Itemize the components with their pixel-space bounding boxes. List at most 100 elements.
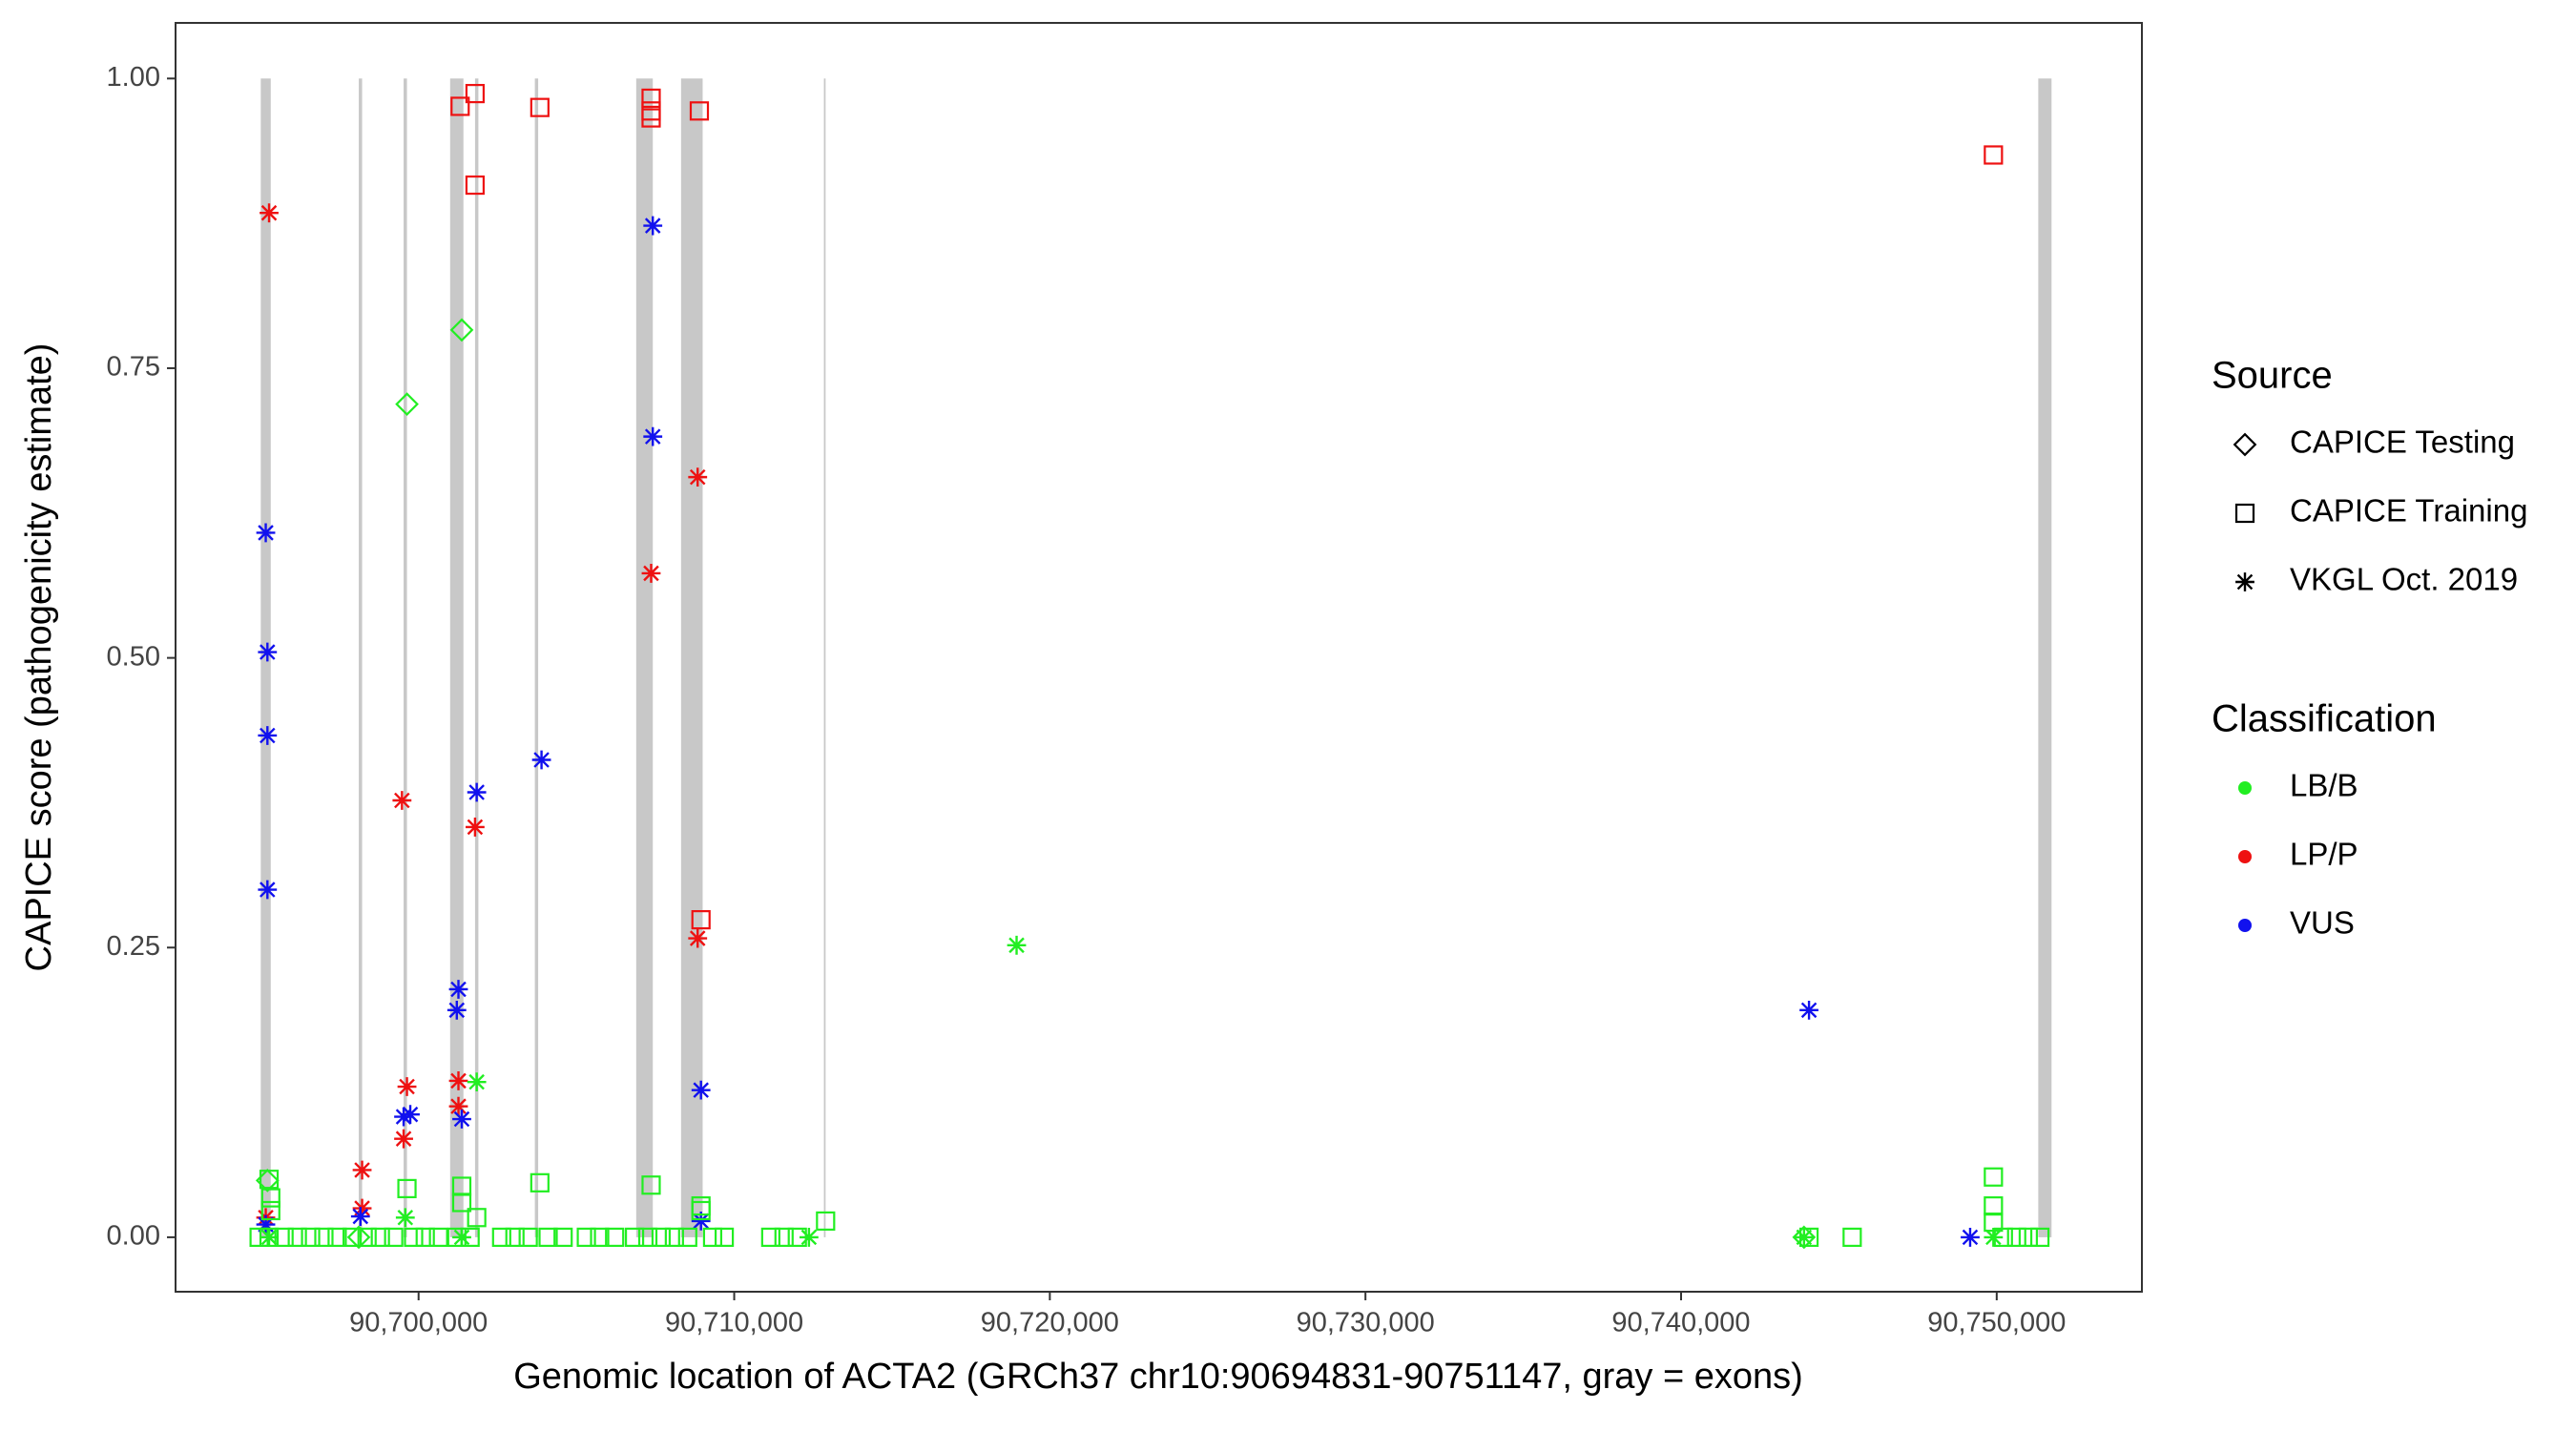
exon-band bbox=[404, 78, 407, 1237]
point-square bbox=[714, 1227, 735, 1248]
legend-key bbox=[2238, 850, 2252, 863]
point-square bbox=[451, 1192, 472, 1213]
point-star bbox=[260, 1228, 279, 1247]
point-square bbox=[2018, 1227, 2039, 1248]
point-square bbox=[1984, 1213, 2004, 1233]
point-square bbox=[2234, 503, 2255, 524]
point-square bbox=[260, 1188, 280, 1208]
x-tick-label: 90,750,000 bbox=[1927, 1308, 2066, 1338]
x-tick-label: 90,730,000 bbox=[1297, 1308, 1435, 1338]
point-square bbox=[774, 1227, 794, 1248]
point-square bbox=[677, 1227, 697, 1248]
point-star bbox=[256, 1214, 276, 1234]
point-star bbox=[643, 216, 663, 236]
point-square bbox=[2006, 1227, 2026, 1248]
point-square bbox=[1798, 1227, 1819, 1248]
exon-band bbox=[823, 78, 826, 1237]
point-star bbox=[1007, 935, 1027, 955]
point-star bbox=[643, 426, 663, 446]
point-square bbox=[460, 1227, 480, 1248]
point-square bbox=[590, 1227, 610, 1248]
point-star bbox=[350, 1207, 370, 1226]
point-diamond bbox=[395, 392, 419, 416]
point-star bbox=[1794, 1228, 1814, 1247]
legend-label: CAPICE Training bbox=[2290, 493, 2527, 529]
point-square bbox=[691, 910, 711, 930]
point-square bbox=[357, 1227, 377, 1248]
point-square bbox=[384, 1227, 404, 1248]
x-tick-label: 90,700,000 bbox=[349, 1308, 488, 1338]
point-square bbox=[553, 1227, 573, 1248]
point-square bbox=[404, 1227, 424, 1248]
legend-label: LB/B bbox=[2290, 768, 2358, 803]
point-square bbox=[465, 175, 486, 196]
point-star bbox=[394, 1107, 413, 1127]
point-square bbox=[1842, 1227, 1862, 1248]
point-star bbox=[691, 1212, 711, 1231]
legend-key bbox=[2238, 781, 2252, 795]
point-star bbox=[467, 1072, 487, 1092]
y-tick-label: 0.75 bbox=[107, 352, 160, 383]
point-square bbox=[624, 1227, 645, 1248]
legend-label: VUS bbox=[2290, 905, 2355, 941]
point-star bbox=[2235, 572, 2254, 591]
point-star bbox=[1961, 1228, 1980, 1247]
point-square bbox=[428, 1227, 448, 1248]
point-square bbox=[530, 1172, 550, 1192]
point-star bbox=[799, 1228, 819, 1247]
point-star bbox=[256, 523, 276, 543]
y-axis-title: CAPICE score (pathogenicity estimate) bbox=[19, 343, 59, 972]
point-square bbox=[260, 1200, 280, 1221]
point-star bbox=[397, 1077, 417, 1096]
point-star bbox=[1799, 1000, 1818, 1020]
point-square bbox=[641, 1175, 661, 1195]
point-square bbox=[641, 88, 661, 109]
point-square bbox=[691, 1200, 711, 1221]
point-square bbox=[664, 1227, 684, 1248]
point-star bbox=[448, 1071, 468, 1090]
point-square bbox=[274, 1227, 294, 1248]
point-square bbox=[538, 1227, 558, 1248]
legend-key bbox=[2238, 919, 2252, 932]
point-square bbox=[637, 1227, 658, 1248]
point-star bbox=[688, 467, 708, 487]
point-star bbox=[691, 1080, 711, 1100]
point-star bbox=[452, 1110, 471, 1129]
x-tick-label: 90,710,000 bbox=[665, 1308, 803, 1338]
point-square bbox=[816, 1211, 836, 1232]
x-tick-label: 90,720,000 bbox=[981, 1308, 1119, 1338]
point-star bbox=[467, 782, 487, 802]
exon-band bbox=[449, 78, 464, 1237]
point-star bbox=[352, 1198, 372, 1218]
point-star bbox=[352, 1160, 372, 1180]
exon-band bbox=[359, 78, 363, 1237]
point-square bbox=[760, 1227, 780, 1248]
plot-border bbox=[175, 22, 2143, 1293]
point-star bbox=[448, 980, 468, 999]
point-square bbox=[787, 1227, 807, 1248]
point-star bbox=[260, 203, 279, 223]
point-square bbox=[465, 83, 486, 104]
point-square bbox=[259, 1227, 280, 1248]
legend-label: LP/P bbox=[2290, 837, 2358, 872]
point-star bbox=[394, 1129, 413, 1149]
point-square bbox=[314, 1227, 334, 1248]
exon-band bbox=[680, 78, 703, 1237]
point-diamond bbox=[1792, 1225, 1817, 1250]
point-star bbox=[531, 750, 551, 770]
y-tick-label: 0.50 bbox=[107, 641, 160, 672]
point-square bbox=[2029, 1227, 2050, 1248]
point-diamond bbox=[2233, 432, 2257, 457]
point-square bbox=[447, 1227, 467, 1248]
exon-band bbox=[260, 78, 271, 1237]
point-square bbox=[530, 97, 550, 117]
point-star bbox=[1984, 1228, 2004, 1247]
point-square bbox=[467, 1208, 487, 1228]
legend-title: Source bbox=[2212, 355, 2333, 397]
x-tick-label: 90,740,000 bbox=[1611, 1308, 1750, 1338]
point-square bbox=[651, 1227, 672, 1248]
y-tick-label: 1.00 bbox=[107, 62, 160, 93]
legend-label: VKGL Oct. 2019 bbox=[2290, 562, 2518, 597]
point-star bbox=[395, 1208, 415, 1228]
point-square bbox=[1984, 1167, 2004, 1187]
